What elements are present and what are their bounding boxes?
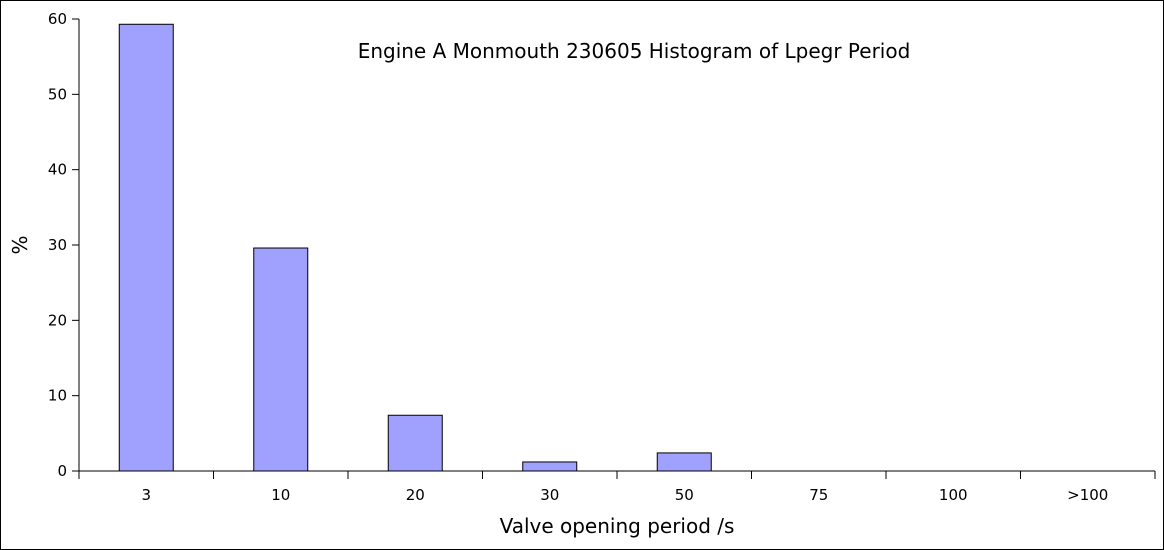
bars-group bbox=[118, 23, 712, 472]
bar-3 bbox=[118, 23, 174, 472]
y-tick-label: 20 bbox=[48, 311, 67, 329]
y-tick-label: 30 bbox=[48, 236, 67, 254]
bar-20 bbox=[387, 414, 443, 472]
x-tick-label: 75 bbox=[809, 486, 828, 504]
y-tick-label: 10 bbox=[48, 387, 67, 405]
y-tick-labels: 0 10 20 30 40 50 60 bbox=[48, 10, 67, 480]
y-tick-label: 40 bbox=[48, 161, 67, 179]
y-axis-title: % bbox=[8, 235, 32, 254]
y-tick-label: 0 bbox=[57, 462, 67, 480]
y-tick-label: 50 bbox=[48, 85, 67, 103]
x-axis-title: Valve opening period /s bbox=[500, 514, 735, 538]
x-tick-labels: 3 10 20 30 50 75 100 >100 bbox=[141, 486, 1108, 504]
x-tick-label: 50 bbox=[675, 486, 694, 504]
bar-50 bbox=[656, 452, 712, 472]
x-tick-label: 100 bbox=[939, 486, 968, 504]
bar-10 bbox=[253, 247, 309, 472]
axes-group bbox=[72, 18, 1156, 479]
x-tick-label: 3 bbox=[141, 486, 151, 504]
x-tick-label: >100 bbox=[1067, 486, 1108, 504]
x-tick-label: 30 bbox=[540, 486, 559, 504]
chart-title: Engine A Monmouth 230605 Histogram of Lp… bbox=[358, 39, 911, 63]
x-tick-label: 10 bbox=[271, 486, 290, 504]
y-tick-label: 60 bbox=[48, 10, 67, 28]
bar-30 bbox=[522, 461, 578, 472]
x-tick-label: 20 bbox=[406, 486, 425, 504]
